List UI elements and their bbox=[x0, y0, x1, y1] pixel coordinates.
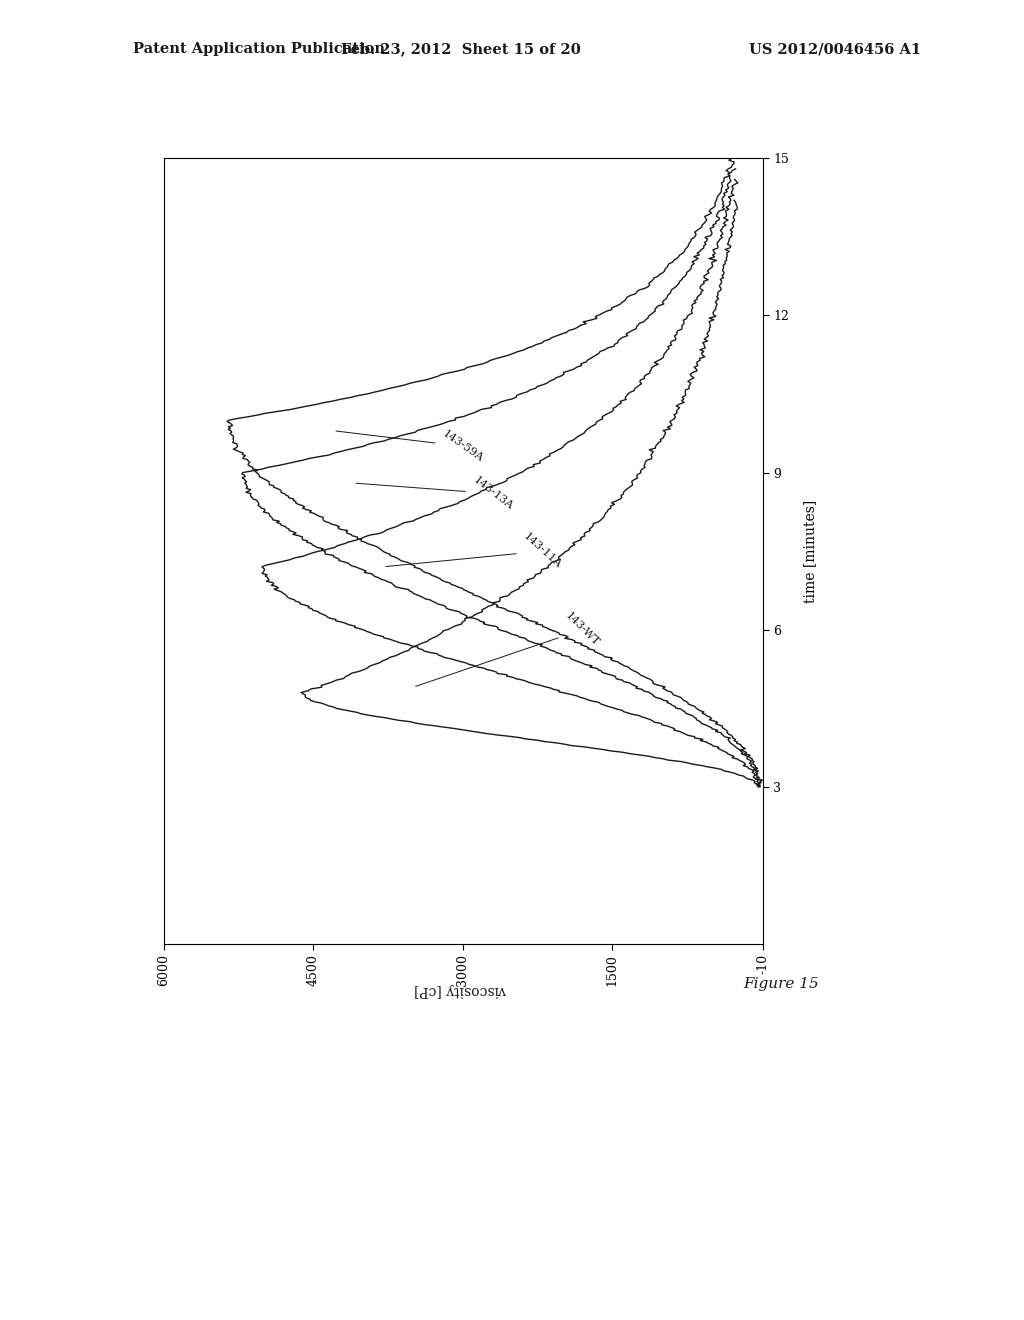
Text: 143-11A: 143-11A bbox=[386, 532, 563, 570]
Text: US 2012/0046456 A1: US 2012/0046456 A1 bbox=[750, 42, 922, 57]
Text: Figure 15: Figure 15 bbox=[743, 977, 819, 991]
Text: 143-59A: 143-59A bbox=[336, 429, 485, 465]
Text: Patent Application Publication: Patent Application Publication bbox=[133, 42, 385, 57]
Y-axis label: time [minutes]: time [minutes] bbox=[803, 499, 817, 603]
Text: Feb. 23, 2012  Sheet 15 of 20: Feb. 23, 2012 Sheet 15 of 20 bbox=[341, 42, 581, 57]
Text: 143-13A: 143-13A bbox=[356, 475, 514, 512]
Text: viscosity [cP]: viscosity [cP] bbox=[415, 983, 507, 998]
Text: 143-WT: 143-WT bbox=[416, 611, 601, 686]
